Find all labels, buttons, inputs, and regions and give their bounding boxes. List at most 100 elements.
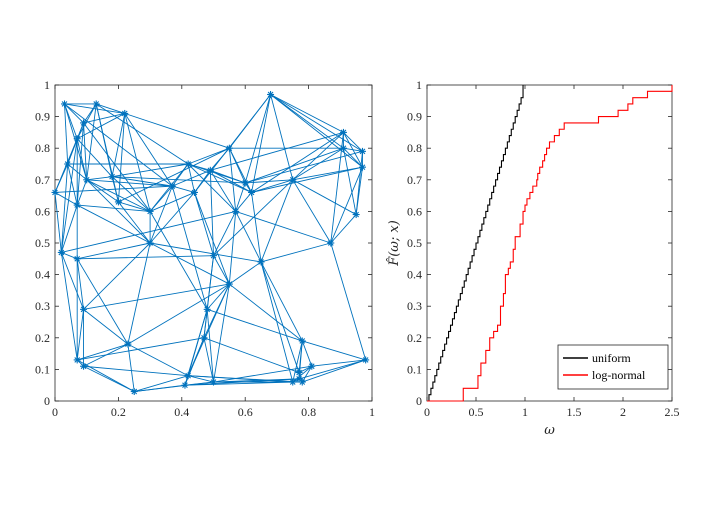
network-edge: [213, 365, 312, 383]
network-edge: [86, 176, 113, 181]
network-edge: [245, 147, 344, 184]
node-marker: [267, 90, 275, 98]
network-edge: [292, 179, 332, 244]
network-edge: [67, 163, 87, 181]
legend: uniform log-normal: [557, 344, 669, 390]
network-edge: [301, 366, 313, 383]
network-edge: [229, 261, 262, 285]
network-edge: [260, 261, 303, 342]
network-edge: [77, 204, 151, 212]
network-edge: [76, 359, 135, 392]
network-edge: [270, 94, 294, 180]
network-edge: [54, 192, 62, 253]
network-edge: [124, 113, 230, 149]
network-edge: [203, 337, 214, 383]
network-edge: [213, 211, 237, 256]
network-edge: [60, 138, 78, 253]
network-edge: [298, 365, 312, 373]
network-edge: [83, 283, 230, 310]
y-axis-label: F̂(ω; x): [386, 220, 402, 267]
network-edge: [188, 375, 303, 383]
network-edge: [67, 163, 78, 206]
node-marker: [289, 378, 297, 386]
node-marker: [358, 147, 366, 155]
network-edge: [54, 192, 78, 206]
network-edge: [330, 166, 363, 244]
series-line-uniform: [427, 85, 524, 402]
left-ytick-label: 0.9: [35, 110, 50, 124]
legend-label-log-normal: log-normal: [592, 368, 646, 382]
left-ytick-label: 0.6: [35, 204, 50, 218]
network-edge: [209, 170, 214, 256]
network-edge: [76, 138, 113, 177]
network-edge: [117, 113, 126, 202]
network-edge: [311, 359, 366, 367]
node-marker: [225, 280, 233, 288]
node-marker: [61, 100, 69, 108]
network-edge: [171, 163, 189, 187]
node-marker: [51, 188, 59, 196]
node-marker: [327, 239, 335, 247]
network-edge: [187, 163, 195, 193]
network-edge: [60, 204, 78, 253]
node-marker: [200, 334, 208, 342]
node-marker: [339, 128, 347, 136]
network-edge: [83, 309, 129, 345]
left-ytick-label: 0: [44, 394, 50, 408]
network-edge: [149, 192, 195, 244]
left-ytick-label: 0.3: [35, 299, 50, 313]
node-marker: [80, 305, 88, 313]
network-edge: [150, 242, 262, 263]
node-marker: [308, 362, 316, 370]
network-edge: [76, 309, 84, 360]
network-edge: [292, 166, 363, 181]
network-edge: [60, 252, 84, 310]
node-marker: [181, 381, 189, 389]
right-ytick-label: 0.5: [407, 236, 422, 250]
node-marker: [114, 198, 122, 206]
left-ytick-label: 0.2: [35, 331, 50, 345]
network-edge: [213, 255, 230, 285]
network-edge: [298, 340, 303, 373]
network-nodes: [51, 90, 370, 396]
network-edge: [83, 122, 88, 180]
left-ytick-label: 0.7: [35, 173, 50, 187]
network-edge: [292, 132, 344, 181]
network-edge: [95, 103, 113, 177]
node-marker: [80, 119, 88, 127]
network-edge: [343, 147, 363, 168]
node-marker: [295, 369, 303, 377]
node-marker: [57, 248, 65, 256]
network-edge: [187, 147, 230, 165]
network-edge: [149, 163, 189, 212]
network-edge: [118, 147, 230, 203]
network-edge: [127, 242, 151, 345]
network-edge: [77, 255, 214, 260]
node-marker: [203, 305, 211, 313]
right-ytick-label: 1: [416, 78, 422, 92]
network-edge: [235, 211, 262, 263]
node-marker: [130, 388, 138, 396]
right-xtick-label: 1: [522, 405, 528, 419]
network-edge: [355, 151, 363, 215]
left-ytick-label: 0.1: [35, 362, 50, 376]
node-marker: [339, 144, 347, 152]
network-edge: [77, 242, 151, 260]
node-marker: [64, 160, 72, 168]
node-marker: [362, 356, 370, 364]
network-edge: [235, 210, 331, 244]
node-marker: [73, 201, 81, 209]
node-marker: [121, 109, 129, 117]
network-edge: [76, 258, 129, 345]
node-marker: [184, 160, 192, 168]
cdf-step-plot: 0 0.5 1 1.5 2 2.5 0 0.1 0.2 0.3 0.4 0.5 0.6 0.7 0.8 0.9…: [386, 78, 680, 438]
right-xtick-label: 0.5: [469, 405, 484, 419]
network-edge: [292, 147, 344, 181]
network-edge: [54, 163, 69, 193]
network-edge: [184, 381, 293, 386]
network-scatter-plot: 0 0.2 0.4 0.6 0.8 1 0 0.1 0.2 0.3 0.4 0.5 0.6 0.7 0.8 0…: [35, 78, 375, 419]
network-edge: [86, 179, 119, 203]
node-marker: [73, 356, 81, 364]
node-marker: [92, 100, 100, 108]
network-edge: [260, 179, 294, 263]
